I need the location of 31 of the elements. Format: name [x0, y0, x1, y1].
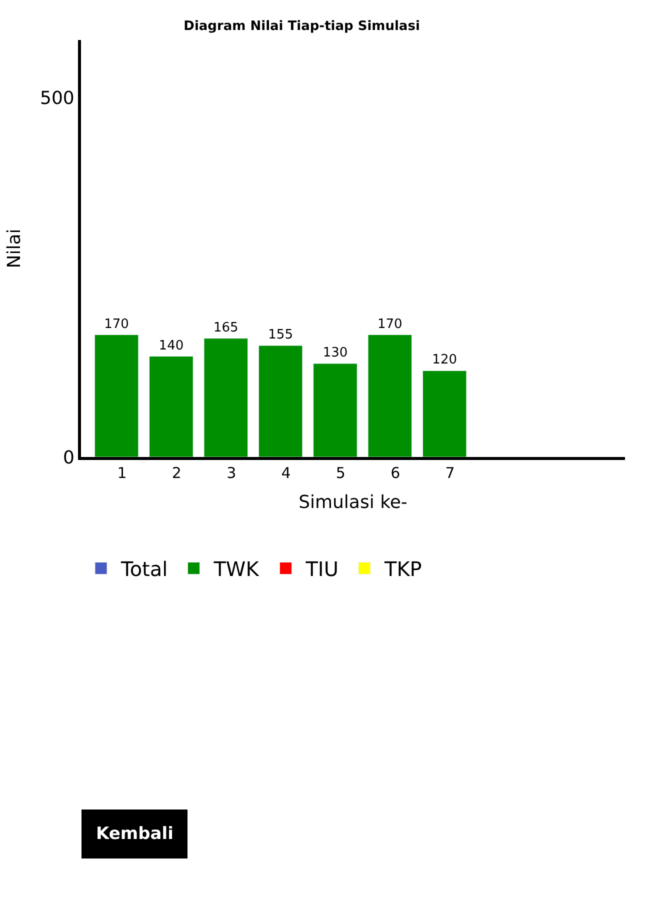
y-tick-label: 500	[40, 88, 74, 109]
bar	[258, 345, 303, 457]
x-axis-title: Simulasi ke-	[298, 492, 408, 514]
x-tick-label: 5	[336, 464, 346, 482]
x-tick-label: 2	[172, 464, 182, 482]
data-label: 140	[158, 338, 184, 354]
data-label: 130	[322, 346, 348, 361]
data-label: 170	[104, 316, 129, 332]
data-label: 120	[432, 352, 457, 368]
data-label: 170	[377, 316, 402, 332]
bar	[204, 338, 248, 457]
bar	[422, 370, 467, 457]
data-label: 165	[213, 320, 238, 336]
x-tick-label: 4	[281, 464, 291, 482]
x-tick-label: 3	[226, 464, 236, 482]
x-tick-label: 6	[390, 464, 400, 482]
legend-label: TWK	[212, 557, 260, 582]
y-tick-label: 0	[62, 447, 74, 468]
legend-label: Total	[120, 557, 168, 582]
chart-title: Diagram Nilai Tiap-tiap Simulasi	[184, 18, 420, 34]
legend-label: TKP	[383, 557, 422, 582]
text: Kembali	[96, 824, 174, 844]
bar	[368, 334, 412, 457]
y-axis-title: Nilai	[4, 228, 26, 268]
data-label: 155	[268, 328, 293, 343]
x-tick-label: 7	[445, 464, 455, 482]
legend-label: TIU	[304, 557, 338, 582]
bar	[149, 356, 194, 457]
bar	[94, 334, 139, 457]
x-tick-label: 1	[117, 464, 127, 482]
bar	[313, 363, 358, 457]
